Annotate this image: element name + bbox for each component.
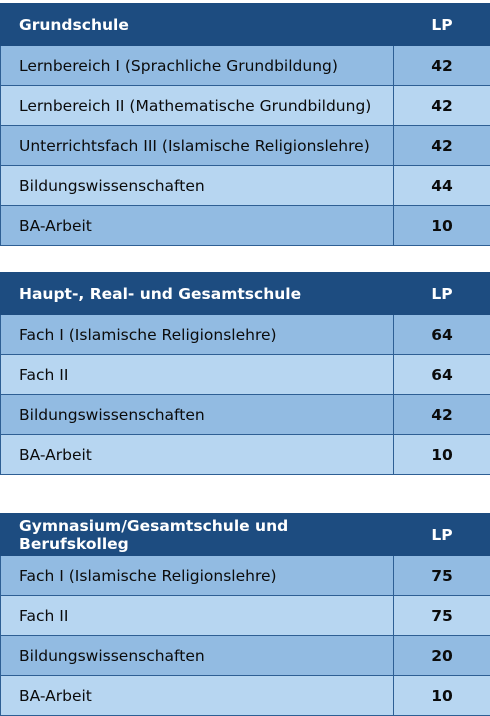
- table-row: Bildungswissenschaften 20: [1, 636, 490, 676]
- row-label: Bildungswissenschaften: [1, 636, 394, 676]
- row-label: Lernbereich I (Sprachliche Grundbildung): [1, 46, 394, 86]
- row-lp-value: 42: [394, 395, 490, 435]
- row-lp-value: 64: [394, 315, 490, 355]
- row-label: Fach II: [1, 596, 394, 636]
- row-lp-value: 44: [394, 166, 490, 206]
- lp-column-header: LP: [394, 514, 490, 556]
- row-label: Lernbereich II (Mathematische Grundbildu…: [1, 86, 394, 126]
- table-row: BA-Arbeit 10: [1, 206, 490, 246]
- lp-column-header: LP: [394, 273, 490, 315]
- row-lp-value: 75: [394, 596, 490, 636]
- row-label: Bildungswissenschaften: [1, 166, 394, 206]
- row-label: Fach II: [1, 355, 394, 395]
- row-lp-value: 42: [394, 46, 490, 86]
- table-haupt-real-gesamtschule: Haupt-, Real- und Gesamtschule LP Fach I…: [0, 272, 490, 475]
- table-row: Bildungswissenschaften 42: [1, 395, 490, 435]
- table-gymnasium-berufskolleg: Gymnasium/Gesamtschule und Berufskolleg …: [0, 513, 490, 716]
- row-label: Unterrichtsfach III (Islamische Religion…: [1, 126, 394, 166]
- lp-column-header: LP: [394, 4, 490, 46]
- table-row: Fach I (Islamische Religionslehre) 64: [1, 315, 490, 355]
- table-grundschule: Grundschule LP Lernbereich I (Sprachlich…: [0, 3, 490, 246]
- table-row: Bildungswissenschaften 44: [1, 166, 490, 206]
- row-lp-value: 42: [394, 86, 490, 126]
- row-lp-value: 42: [394, 126, 490, 166]
- row-label: Fach I (Islamische Religionslehre): [1, 315, 394, 355]
- table-row: Fach II 75: [1, 596, 490, 636]
- table-title: Grundschule: [1, 4, 394, 46]
- row-label: BA-Arbeit: [1, 435, 394, 475]
- row-lp-value: 20: [394, 636, 490, 676]
- row-lp-value: 75: [394, 556, 490, 596]
- table-row: Lernbereich II (Mathematische Grundbildu…: [1, 86, 490, 126]
- row-lp-value: 10: [394, 206, 490, 246]
- row-label: Bildungswissenschaften: [1, 395, 394, 435]
- table-row: BA-Arbeit 10: [1, 435, 490, 475]
- table-row: Lernbereich I (Sprachliche Grundbildung)…: [1, 46, 490, 86]
- table-title: Haupt-, Real- und Gesamtschule: [1, 273, 394, 315]
- table-header-row: Grundschule LP: [1, 4, 490, 46]
- row-label: Fach I (Islamische Religionslehre): [1, 556, 394, 596]
- table-row: Fach I (Islamische Religionslehre) 75: [1, 556, 490, 596]
- table-header-row: Haupt-, Real- und Gesamtschule LP: [1, 273, 490, 315]
- table-row: Fach II 64: [1, 355, 490, 395]
- row-lp-value: 64: [394, 355, 490, 395]
- row-lp-value: 10: [394, 435, 490, 475]
- table-header-row: Gymnasium/Gesamtschule und Berufskolleg …: [1, 514, 490, 556]
- table-title: Gymnasium/Gesamtschule und Berufskolleg: [1, 514, 394, 556]
- row-label: BA-Arbeit: [1, 206, 394, 246]
- table-row: Unterrichtsfach III (Islamische Religion…: [1, 126, 490, 166]
